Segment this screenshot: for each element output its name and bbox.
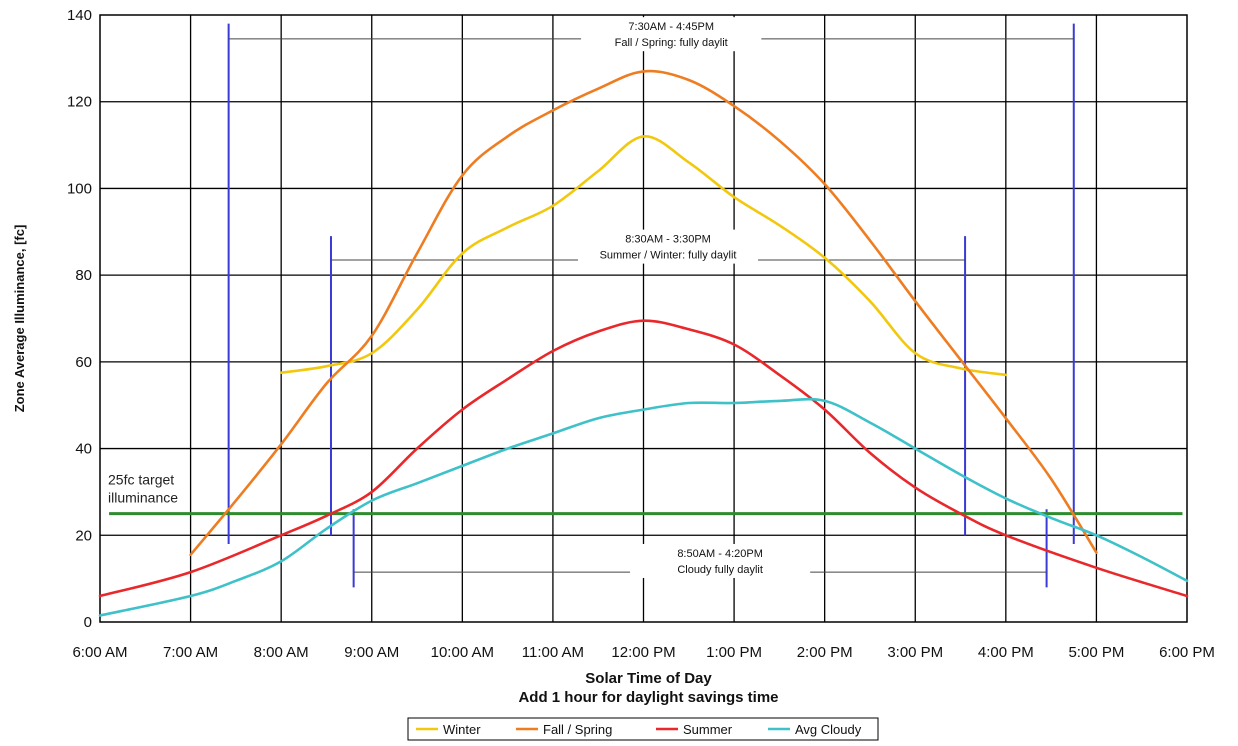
series-line-avg-cloudy (98, 397, 1189, 617)
y-tick-label: 40 (75, 441, 92, 458)
x-tick-label: 4:00 PM (978, 644, 1034, 661)
x-tick-label: 8:00 AM (254, 644, 309, 661)
legend-label-avg-cloudy: Avg Cloudy (795, 722, 862, 737)
range-time-label: 7:30AM - 4:45PM (628, 21, 714, 33)
daylit-range-markers: 7:30AM - 4:45PM Fall / Spring: fully dayl… (227, 17, 1075, 588)
legend-label-summer: Summer (683, 722, 733, 737)
series-line-winter (279, 135, 1008, 377)
y-tick-label: 120 (67, 94, 92, 111)
y-tick-label: 60 (75, 354, 92, 371)
chart-grid (99, 14, 1188, 623)
target-label-line1: 25fc target (108, 472, 174, 488)
range-desc-label: Summer / Winter: fully daylit (600, 250, 737, 262)
series-line-fall-spring (189, 69, 1098, 557)
x-tick-label: 12:00 PM (611, 644, 675, 661)
x-tick-label: 7:00 AM (163, 644, 218, 661)
x-tick-label: 1:00 PM (706, 644, 762, 661)
target-label-line2: illuminance (108, 490, 178, 506)
range-time-label: 8:50AM - 4:20PM (677, 548, 763, 560)
series-line-summer (98, 319, 1189, 598)
x-axis-title: Solar Time of Day (585, 670, 712, 687)
legend-box (407, 717, 879, 741)
range-desc-label: Fall / Spring: fully daylit (615, 37, 728, 49)
range-time-label: 8:30AM - 3:30PM (625, 234, 711, 246)
target-illuminance: 25fc target illuminance (108, 472, 1183, 516)
y-tick-label: 100 (67, 180, 92, 197)
range-label-bg (630, 543, 811, 578)
x-tick-label: 10:00 AM (431, 644, 494, 661)
x-tick-label: 6:00 PM (1159, 644, 1215, 661)
y-tick-label: 0 (84, 614, 92, 631)
x-tick-label: 6:00 AM (72, 644, 127, 661)
range-desc-label: Cloudy fully daylit (677, 564, 763, 576)
y-tick-label: 80 (75, 267, 92, 284)
x-axis-subtitle: Add 1 hour for daylight savings time (518, 689, 778, 706)
range-label-bg (578, 229, 759, 264)
chart-series (98, 69, 1189, 617)
y-tick-label: 140 (67, 7, 92, 24)
x-tick-label: 3:00 PM (887, 644, 943, 661)
x-tick-label: 5:00 PM (1068, 644, 1124, 661)
y-axis-title: Zone Average Illuminance, [fc] (12, 225, 27, 413)
legend-label-winter: Winter (443, 722, 481, 737)
range-label-bg (581, 17, 762, 52)
legend-label-fall-spring: Fall / Spring (543, 722, 612, 737)
chart-axes: 0 20 40 60 80 100 120 140 6:00 AM 7:00 AM 8:00 AM 9… (12, 7, 1215, 706)
x-tick-label: 9:00 AM (344, 644, 399, 661)
y-tick-label: 20 (75, 527, 92, 544)
x-tick-label: 11:00 AM (522, 644, 584, 661)
chart-legend: Winter Fall / Spring Summer Avg Cloudy (407, 717, 879, 741)
x-tick-label: 2:00 PM (797, 644, 853, 661)
